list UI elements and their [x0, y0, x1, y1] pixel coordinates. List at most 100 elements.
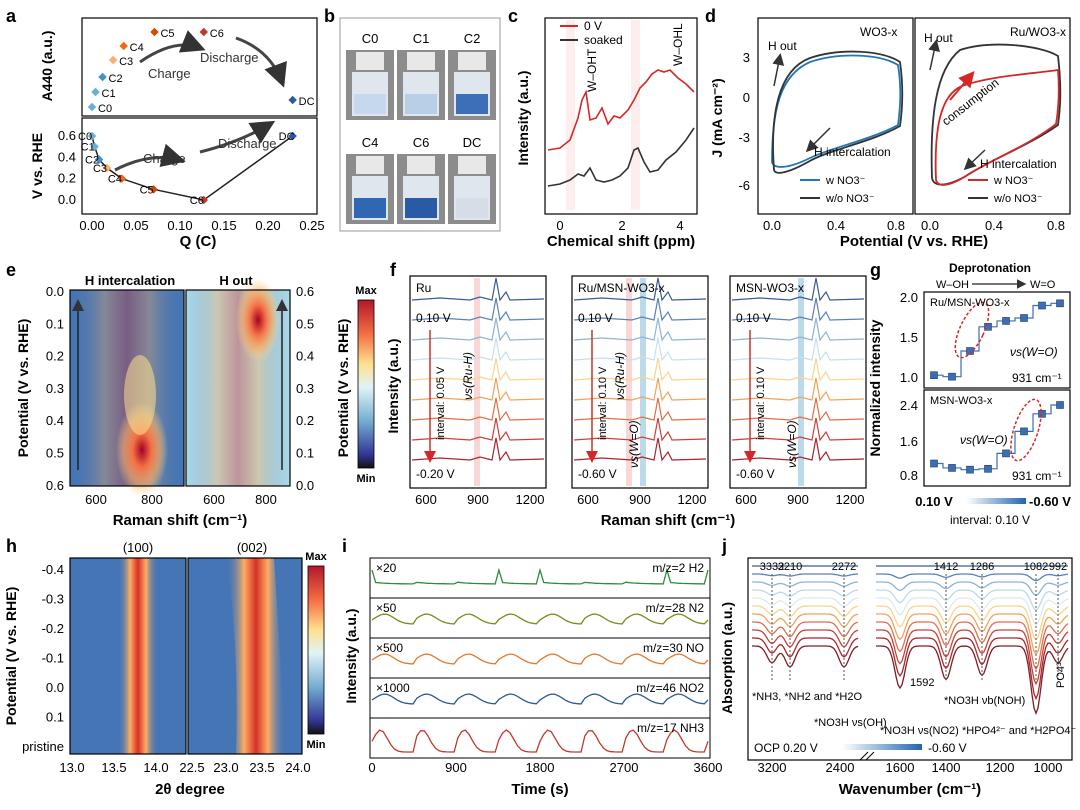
c-xlabel: Chemical shift (ppm)	[547, 233, 695, 250]
panel-letter-h: h	[6, 536, 17, 556]
a-discharge-label: Discharge	[200, 50, 259, 65]
g-title: Deprotonation	[949, 261, 1031, 275]
g-top-point-7	[1056, 299, 1064, 308]
d-left-frame	[757, 17, 914, 215]
h-cbar-min: Min	[307, 739, 326, 751]
a-top-label-C0: C0	[98, 103, 112, 115]
d-xtick-r2: 0.8	[1047, 218, 1065, 233]
a-ytick-2: 0.4	[58, 149, 76, 164]
a-bottom-point-C1	[90, 142, 99, 151]
e-ytick-right-2: 0.4	[296, 349, 314, 364]
a-top-point-C5	[150, 27, 159, 37]
e-ytick-left-3: 0.3	[46, 381, 64, 396]
h-xtick-r0: 22.5	[179, 760, 204, 775]
f-bot-pot-2: -0.60 V	[736, 467, 775, 481]
a-xtick-4: 0.20	[255, 218, 280, 233]
i-xtick-3: 2700	[610, 760, 639, 775]
a-bottom-label-C4: C4	[108, 174, 122, 186]
a-charge-label-2: Charge	[143, 151, 186, 166]
i-trace-4	[371, 729, 709, 753]
g-bottom-point-3	[984, 464, 992, 473]
a-xlabel: Q (C)	[180, 233, 217, 250]
d-right-hint: H intercalation	[980, 157, 1057, 171]
f-xtick-1-1: 900	[629, 492, 651, 507]
panel-letter-c: c	[508, 6, 518, 26]
a-yticks: 0.0 0.2 0.4 0.6	[58, 128, 76, 207]
a-charge-label: Charge	[148, 66, 191, 81]
g-bottom-wave: 931 cm⁻¹	[1012, 469, 1062, 483]
c-ann-T: W–OHT	[585, 48, 599, 92]
panel-letter-a: a	[6, 6, 17, 26]
f-spectrum-0-6	[411, 397, 545, 422]
c-ann-L: W–OHL	[671, 23, 685, 66]
j-peak-3210: 3210	[778, 561, 802, 573]
f-interval-2: interval: 0.10 V	[755, 366, 767, 440]
j-peak-1286: 1286	[970, 561, 994, 573]
a-bottom-point-C5	[149, 185, 158, 194]
i-frame-4	[369, 717, 711, 759]
d-left-leg-w-label: w NO3⁻	[825, 175, 866, 187]
g-to: W=O	[1030, 279, 1056, 291]
f-xtick-0-2: 1200	[516, 492, 545, 507]
a-bottom-point-C6	[199, 195, 209, 205]
f-spectrum-2-0	[731, 277, 865, 302]
h-ytick-5: 0.1	[46, 710, 64, 725]
g-top-point-4	[1002, 317, 1010, 325]
i-mult-2: ×500	[376, 641, 403, 655]
g-bottom-point-4	[1002, 449, 1010, 458]
panel-letter-b: b	[324, 6, 335, 26]
j-peak-1412: 1412	[934, 561, 958, 573]
e-cbar-min: Min	[357, 473, 376, 485]
g-bottom-point-5	[1020, 427, 1028, 436]
h-ylabel: Potential (V vs. RHE)	[3, 587, 19, 725]
b-vial-cap-C2	[458, 52, 486, 70]
a-charge-arrow	[139, 30, 206, 64]
g-top-frame	[923, 291, 1071, 389]
e-ytick-left-2: 0.2	[46, 349, 64, 364]
d-right-frame	[914, 17, 1071, 215]
a-top-point-C2	[98, 72, 107, 82]
a-xtick-1: 0.05	[123, 218, 148, 233]
e-xtick-l800: 800	[141, 492, 163, 507]
j-legend-left: OCP 0.20 V	[754, 741, 818, 755]
c-ylabel: Intensity (a.u.)	[515, 71, 531, 166]
j-ann-nh: *NH3, *NH2 and *H2O	[752, 691, 862, 703]
d-xtick-l1: 0.4	[827, 218, 845, 233]
a-discharge-arrow-2	[199, 120, 276, 154]
g-top-point-6	[1038, 301, 1046, 310]
e-ytick-left-0: 0.0	[46, 284, 64, 299]
j-xticks: 3200 2400 1600 1400 1200 1000	[758, 760, 1063, 775]
j-peak-2272: 2272	[832, 561, 856, 573]
f-top-pot-0: 0.10 V	[416, 311, 451, 325]
h-ytick-2: -0.2	[42, 621, 64, 636]
c-xtick-2: 2	[618, 218, 625, 233]
i-ylabel: Intensity (a.u.)	[343, 609, 359, 704]
b-vial-liquid-C0	[354, 94, 386, 114]
h-ytick-6: pristine	[22, 739, 64, 754]
j-peak-3332: 3332	[760, 561, 784, 573]
j-xtick-0: 3200	[758, 760, 787, 775]
c-band	[566, 20, 575, 210]
c-frame	[544, 17, 698, 215]
f-ann-ruh-0: νs(Ru-H)	[461, 352, 475, 400]
panel-letter-f: f	[390, 260, 397, 280]
a-top-point-C1	[91, 87, 100, 97]
j-spectrum-9	[752, 637, 1069, 701]
g-top-point-1	[948, 372, 956, 381]
e-ytick-right-0: 0.6	[296, 284, 314, 299]
j-ann-1592: 1592	[910, 677, 934, 689]
panel-a: a A440 (a.u.) V vs. RHE Q (C) C0C1C2C3C4…	[6, 6, 325, 250]
e-ytick-left-4: 0.4	[46, 413, 64, 428]
g-ytick-b1: 1.6	[900, 434, 918, 449]
i-xtick-1: 900	[445, 760, 467, 775]
i-trace-3	[371, 693, 709, 705]
d-left-leg-wo-label: w/o NO3⁻	[825, 193, 875, 205]
h-colorbar	[307, 565, 325, 735]
g-ytick-b2: 0.8	[900, 468, 918, 483]
j-legend-gradient	[842, 744, 922, 750]
a-top-label-C4: C4	[130, 42, 144, 54]
j-spectrum-10	[752, 645, 1069, 716]
a-bottom-label-C5: C5	[140, 184, 154, 196]
d-ylabel: J (mA cm⁻²)	[709, 78, 725, 157]
